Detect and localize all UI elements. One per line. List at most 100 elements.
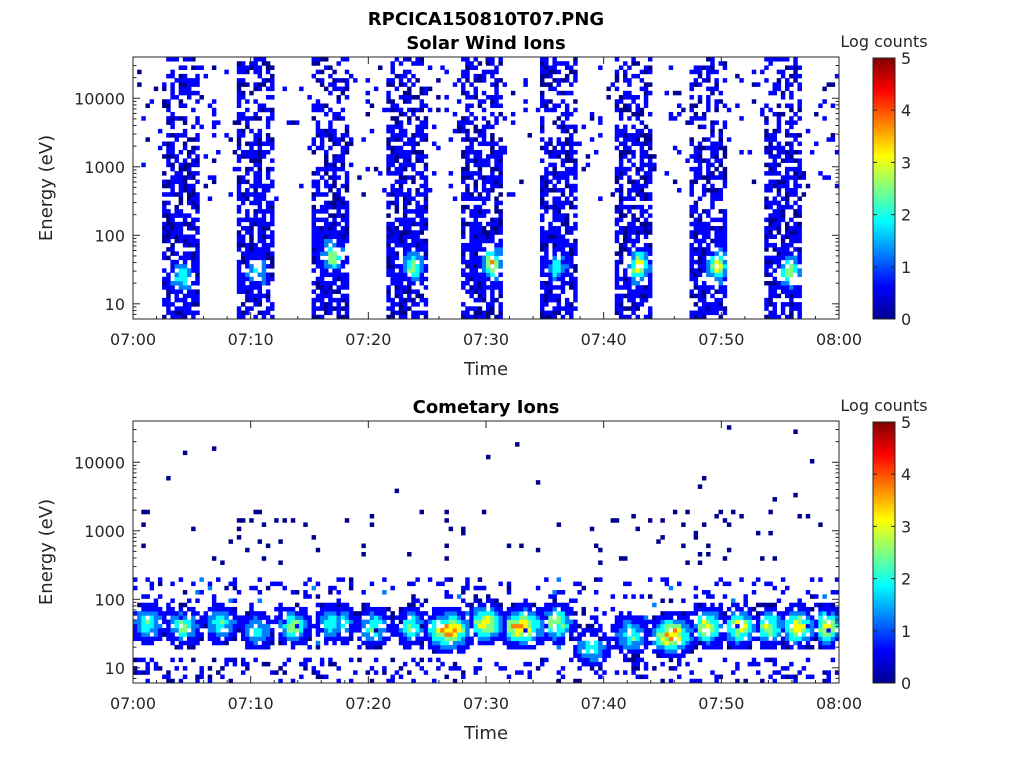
heatmap-cell: [826, 175, 831, 180]
heatmap-cell: [444, 640, 449, 646]
heatmap-cell: [672, 640, 678, 646]
heatmap-cell: [402, 200, 408, 206]
heatmap-cell: [319, 230, 325, 235]
heatmap-cell: [324, 310, 329, 316]
heatmap-cell: [240, 242, 246, 248]
heatmap-cell: [419, 644, 424, 650]
heatmap-cell: [332, 619, 337, 625]
heatmap-cell: [373, 623, 379, 629]
heatmap-cell: [768, 242, 773, 248]
heatmap-cell: [585, 644, 591, 650]
heatmap-cell: [182, 128, 188, 134]
heatmap-cell: [328, 310, 333, 316]
heatmap-cell: [436, 632, 441, 637]
heatmap-cell: [498, 581, 503, 587]
heatmap-cell: [249, 141, 254, 147]
heatmap-cell: [552, 213, 557, 218]
heatmap-cell: [328, 166, 333, 172]
heatmap-cell: [494, 166, 499, 172]
panel-title-solar-wind: Solar Wind Ions: [406, 33, 565, 54]
heatmap-cell: [324, 242, 329, 248]
heatmap-cell: [498, 615, 503, 620]
heatmap-cell: [369, 606, 375, 612]
heatmap-cell: [639, 86, 645, 92]
heatmap-cell: [639, 209, 645, 214]
heatmap-cell: [378, 636, 383, 642]
heatmap-cell: [344, 238, 350, 244]
heatmap-cell: [569, 255, 574, 261]
panel-title-cometary: Cometary Ions: [413, 397, 560, 418]
heatmap-cell: [228, 606, 233, 612]
heatmap-cell: [390, 99, 395, 104]
heatmap-cell: [186, 619, 192, 625]
heatmap-cell: [253, 99, 258, 104]
heatmap-cell: [444, 518, 449, 523]
heatmap-cell: [411, 179, 416, 185]
heatmap-cell: [444, 594, 449, 599]
heatmap-cell: [311, 280, 317, 286]
heatmap-cell: [785, 78, 790, 83]
heatmap-cell: [627, 623, 632, 629]
heatmap-cell: [419, 217, 424, 223]
heatmap-cell: [332, 133, 337, 138]
heatmap-cell: [710, 86, 715, 92]
heatmap-cell: [274, 196, 279, 201]
heatmap-cell: [465, 632, 470, 637]
heatmap-cell: [718, 230, 724, 235]
heatmap-cell: [265, 264, 271, 269]
heatmap-cell: [398, 133, 404, 138]
heatmap-cell: [614, 78, 620, 83]
solar-wind-y-label: Energy (eV): [36, 135, 57, 241]
heatmap-cell: [423, 209, 429, 214]
heatmap-cell: [386, 234, 391, 240]
heatmap-cell: [469, 293, 474, 299]
heatmap-cell: [170, 90, 175, 96]
heatmap-cell: [793, 209, 798, 214]
heatmap-cell: [216, 606, 221, 612]
heatmap-cell: [415, 272, 420, 278]
heatmap-cell: [199, 632, 204, 637]
heatmap-cell: [477, 585, 483, 591]
heatmap-cell: [722, 276, 728, 282]
heatmap-cell: [780, 175, 786, 180]
heatmap-cell: [324, 285, 329, 290]
heatmap-cell: [170, 149, 175, 155]
heatmap-cell: [390, 297, 395, 303]
heatmap-cell: [498, 57, 503, 62]
heatmap-cell: [394, 670, 400, 675]
heatmap-cell: [332, 217, 337, 223]
heatmap-cell: [328, 611, 333, 616]
heatmap-cell: [465, 137, 470, 142]
heatmap-cell: [340, 230, 346, 235]
heatmap-cell: [253, 251, 258, 256]
heatmap-cell: [315, 192, 321, 197]
heatmap-cell: [714, 107, 719, 113]
heatmap-cell: [556, 171, 562, 176]
heatmap-cell: [253, 213, 258, 218]
heatmap-cell: [618, 247, 624, 252]
heatmap-cell: [523, 615, 528, 620]
heatmap-cell: [294, 628, 300, 633]
heatmap-cell: [211, 640, 217, 646]
heatmap-cell: [772, 196, 777, 201]
heatmap-cell: [398, 306, 404, 311]
heatmap-cell: [639, 154, 645, 159]
heatmap-cell: [614, 644, 620, 650]
heatmap-cell: [182, 145, 188, 151]
heatmap-cell: [539, 65, 545, 70]
heatmap-cell: [336, 598, 341, 604]
heatmap-cell: [523, 606, 528, 612]
heatmap-cell: [324, 238, 329, 244]
heatmap-cell: [548, 264, 553, 269]
heatmap-cell: [672, 628, 678, 633]
heatmap-cell: [772, 82, 777, 87]
heatmap-cell: [772, 285, 777, 290]
heatmap-cell: [245, 615, 250, 620]
heatmap-cell: [623, 632, 628, 637]
heatmap-cell: [228, 581, 233, 587]
heatmap-cell: [490, 183, 495, 189]
heatmap-cell: [639, 628, 645, 633]
heatmap-cell: [693, 285, 699, 290]
heatmap-cell: [685, 158, 690, 163]
heatmap-cell: [789, 297, 794, 303]
